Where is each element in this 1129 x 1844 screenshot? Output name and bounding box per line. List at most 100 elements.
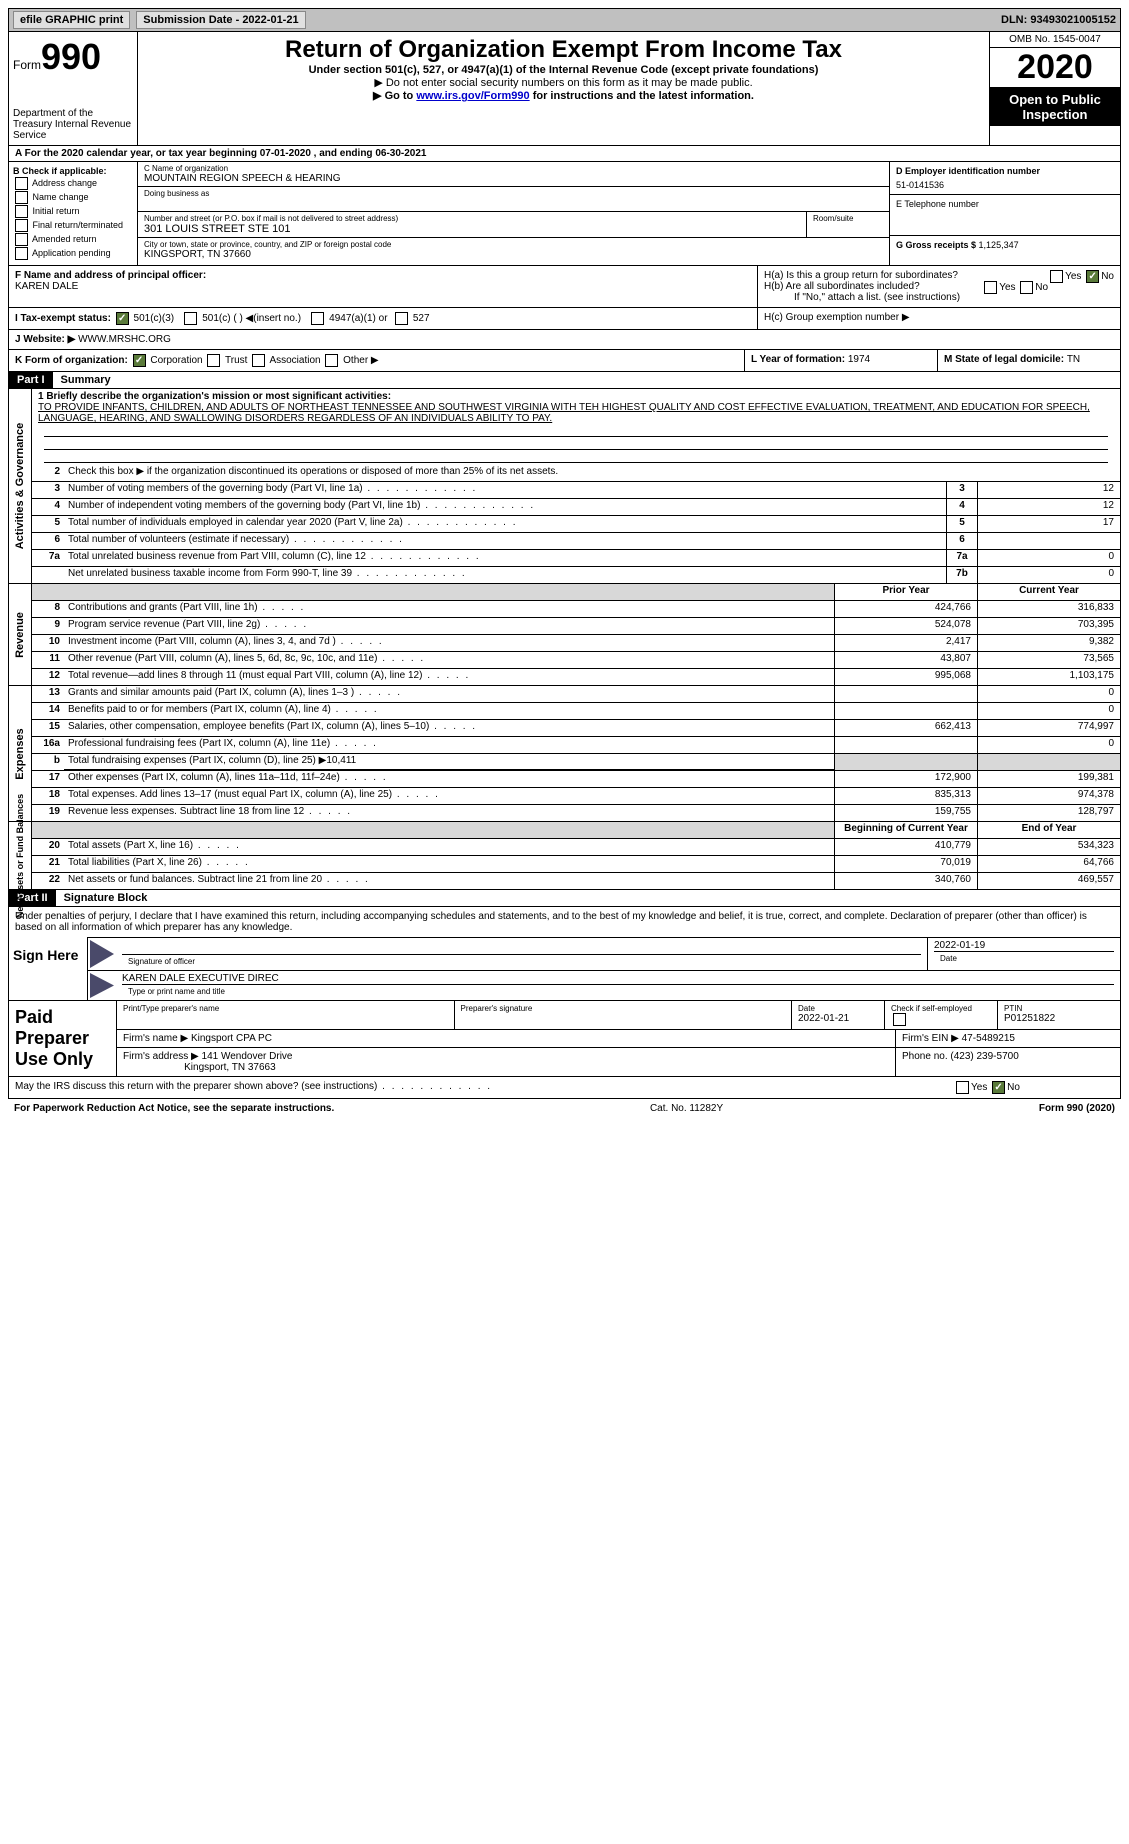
begin-year-hdr: Beginning of Current Year xyxy=(834,822,977,838)
officer-printed-name: KAREN DALE EXECUTIVE DIREC xyxy=(122,973,1114,984)
page-footer: For Paperwork Reduction Act Notice, see … xyxy=(8,1099,1121,1118)
firm-name: Kingsport CPA PC xyxy=(191,1033,272,1044)
gross-receipts: 1,125,347 xyxy=(979,240,1019,250)
arrow-icon xyxy=(90,973,114,998)
form-number: 990 xyxy=(41,36,101,77)
expenses-section: Expenses 13Grants and similar amounts pa… xyxy=(8,686,1121,822)
section-j: J Website: ▶ WWW.MRSHC.ORG xyxy=(8,330,1121,350)
irs-discuss-yes[interactable] xyxy=(956,1081,969,1094)
section-fh: F Name and address of principal officer:… xyxy=(8,266,1121,308)
topbar: efile GRAPHIC print Submission Date - 20… xyxy=(8,8,1121,32)
side-revenue: Revenue xyxy=(14,612,26,658)
dept-treasury: Department of the Treasury Internal Reve… xyxy=(13,108,133,141)
chk-other[interactable] xyxy=(325,354,338,367)
ha-yes[interactable] xyxy=(1050,270,1063,283)
goto-pre: ▶ Go to xyxy=(373,90,416,102)
chk-application[interactable] xyxy=(15,247,28,260)
form-footer: Form 990 (2020) xyxy=(1039,1103,1115,1114)
chk-4947[interactable] xyxy=(311,312,324,325)
table-row: 17Other expenses (Part IX, column (A), l… xyxy=(32,771,1120,788)
chk-name[interactable] xyxy=(15,191,28,204)
print-name-label: Type or print name and title xyxy=(122,984,1114,998)
chk-self-employed[interactable] xyxy=(893,1013,906,1026)
chk-501c3[interactable] xyxy=(116,312,129,325)
perjury-declaration: Under penalties of perjury, I declare th… xyxy=(9,907,1120,937)
revenue-section: Revenue Prior Year Current Year 8Contrib… xyxy=(8,584,1121,686)
ssn-note: ▶ Do not enter social security numbers o… xyxy=(146,76,981,89)
sign-here-label: Sign Here xyxy=(9,937,88,1000)
firm-addr1: 141 Wendover Drive xyxy=(202,1051,293,1062)
open-to-public: Open to Public Inspection xyxy=(990,88,1120,126)
table-row: 14Benefits paid to or for members (Part … xyxy=(32,703,1120,720)
sig-officer-label: Signature of officer xyxy=(122,954,921,968)
prior-year-hdr: Prior Year xyxy=(834,584,977,600)
hb-label: H(b) Are all subordinates included? xyxy=(764,281,920,292)
org-name: MOUNTAIN REGION SPEECH & HEARING xyxy=(144,173,883,184)
chk-assoc[interactable] xyxy=(252,354,265,367)
activities-governance: Activities & Governance 1 Briefly descri… xyxy=(8,389,1121,584)
addr-label: Number and street (or P.O. box if mail i… xyxy=(144,214,800,223)
chk-amended[interactable] xyxy=(15,233,28,246)
chk-initial[interactable] xyxy=(15,205,28,218)
chk-corp[interactable] xyxy=(133,354,146,367)
l1-label: 1 Briefly describe the organization's mi… xyxy=(38,391,391,402)
hc-label: H(c) Group exemption number ▶ xyxy=(758,308,1120,329)
irs-discuss-no[interactable] xyxy=(992,1081,1005,1094)
firm-addr2: Kingsport, TN 37663 xyxy=(184,1062,276,1073)
side-netassets: Net Assets or Fund Balances xyxy=(15,793,25,917)
table-row: 18Total expenses. Add lines 13–17 (must … xyxy=(32,788,1120,805)
part1-title: Summary xyxy=(53,372,1120,388)
gross-receipts-label: G Gross receipts $ xyxy=(896,240,979,250)
summary-row: 5Total number of individuals employed in… xyxy=(32,516,1120,533)
arrow-icon xyxy=(90,940,114,968)
ha-no[interactable] xyxy=(1086,270,1099,283)
may-irs-discuss: May the IRS discuss this return with the… xyxy=(8,1077,1121,1099)
dba-label: Doing business as xyxy=(144,189,883,198)
table-row: 16aProfessional fundraising fees (Part I… xyxy=(32,737,1120,754)
chk-trust[interactable] xyxy=(207,354,220,367)
f-label: F Name and address of principal officer: xyxy=(15,270,751,281)
paid-preparer-label: Paid Preparer Use Only xyxy=(9,1001,117,1076)
sig-date: 2022-01-19 xyxy=(934,940,1114,951)
table-row: 12Total revenue—add lines 8 through 11 (… xyxy=(32,669,1120,685)
chk-527[interactable] xyxy=(395,312,408,325)
table-row: bTotal fundraising expenses (Part IX, co… xyxy=(32,754,1120,771)
part1-label: Part I xyxy=(9,372,53,388)
form-header: Form990 Department of the Treasury Inter… xyxy=(8,32,1121,146)
part2-title: Signature Block xyxy=(56,890,1120,906)
i-label: I Tax-exempt status: xyxy=(15,313,111,324)
irs-link[interactable]: www.irs.gov/Form990 xyxy=(416,90,529,102)
tax-year: 2020 xyxy=(990,48,1120,88)
phone-label: E Telephone number xyxy=(890,195,1120,236)
side-expenses: Expenses xyxy=(14,728,26,779)
chk-501c[interactable] xyxy=(184,312,197,325)
section-c: C Name of organization MOUNTAIN REGION S… xyxy=(138,162,890,265)
table-row: 20Total assets (Part X, line 16)410,7795… xyxy=(32,839,1120,856)
tax-period: A For the 2020 calendar year, or tax yea… xyxy=(8,146,1121,162)
netassets-section: Net Assets or Fund Balances Beginning of… xyxy=(8,822,1121,890)
table-row: 21Total liabilities (Part X, line 26)70,… xyxy=(32,856,1120,873)
form-title: Return of Organization Exempt From Incom… xyxy=(146,36,981,64)
table-row: 19Revenue less expenses. Subtract line 1… xyxy=(32,805,1120,821)
hb-yes[interactable] xyxy=(984,281,997,294)
city-state-zip: KINGSPORT, TN 37660 xyxy=(144,249,883,260)
cat-number: Cat. No. 11282Y xyxy=(334,1103,1039,1114)
j-label: J Website: ▶ xyxy=(15,334,75,345)
hb-note: If "No," attach a list. (see instruction… xyxy=(764,292,1114,303)
chk-address[interactable] xyxy=(15,177,28,190)
summary-row: 7aTotal unrelated business revenue from … xyxy=(32,550,1120,567)
hb-no[interactable] xyxy=(1020,281,1033,294)
summary-row: 3Number of voting members of the governi… xyxy=(32,482,1120,499)
dln: DLN: 93493021005152 xyxy=(1001,14,1116,26)
omb-number: OMB No. 1545-0047 xyxy=(990,32,1120,48)
preparer-name-label: Print/Type preparer's name xyxy=(117,1001,455,1029)
goto-post: for instructions and the latest informat… xyxy=(530,90,754,102)
chk-final[interactable] xyxy=(15,219,28,232)
submission-date: Submission Date - 2022-01-21 xyxy=(136,11,305,29)
efile-print-btn[interactable]: efile GRAPHIC print xyxy=(13,11,130,29)
section-klm: K Form of organization: Corporation Trus… xyxy=(8,350,1121,372)
table-row: 13Grants and similar amounts paid (Part … xyxy=(32,686,1120,703)
website: WWW.MRSHC.ORG xyxy=(78,334,171,345)
ein-label: D Employer identification number xyxy=(896,166,1114,176)
k-label: K Form of organization: xyxy=(15,355,128,366)
